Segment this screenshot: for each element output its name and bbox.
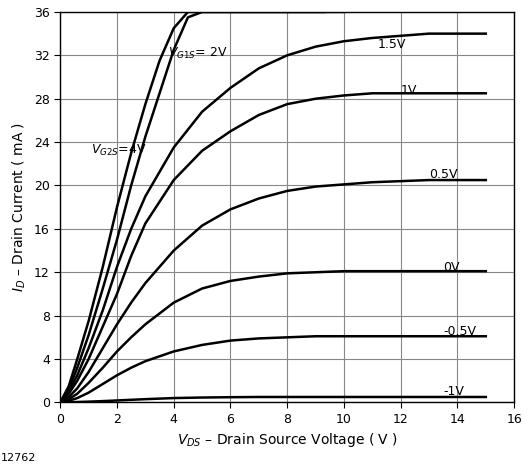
Text: 1.5V: 1.5V	[378, 38, 406, 51]
Text: -0.5V: -0.5V	[443, 325, 476, 338]
Text: 0.5V: 0.5V	[429, 168, 458, 181]
X-axis label: $V_{DS}$ – Drain Source Voltage ( V ): $V_{DS}$ – Drain Source Voltage ( V )	[177, 432, 398, 449]
Text: $V_{G1S}$= 2V: $V_{G1S}$= 2V	[168, 46, 227, 61]
Text: -1V: -1V	[443, 385, 464, 398]
Text: $V_{G2S}$=4V: $V_{G2S}$=4V	[92, 143, 147, 158]
Text: 0V: 0V	[443, 261, 460, 274]
Text: 1V: 1V	[400, 83, 417, 96]
Y-axis label: $I_D$ – Drain Current ( mA ): $I_D$ – Drain Current ( mA )	[11, 122, 29, 292]
Text: 12762: 12762	[1, 453, 37, 463]
